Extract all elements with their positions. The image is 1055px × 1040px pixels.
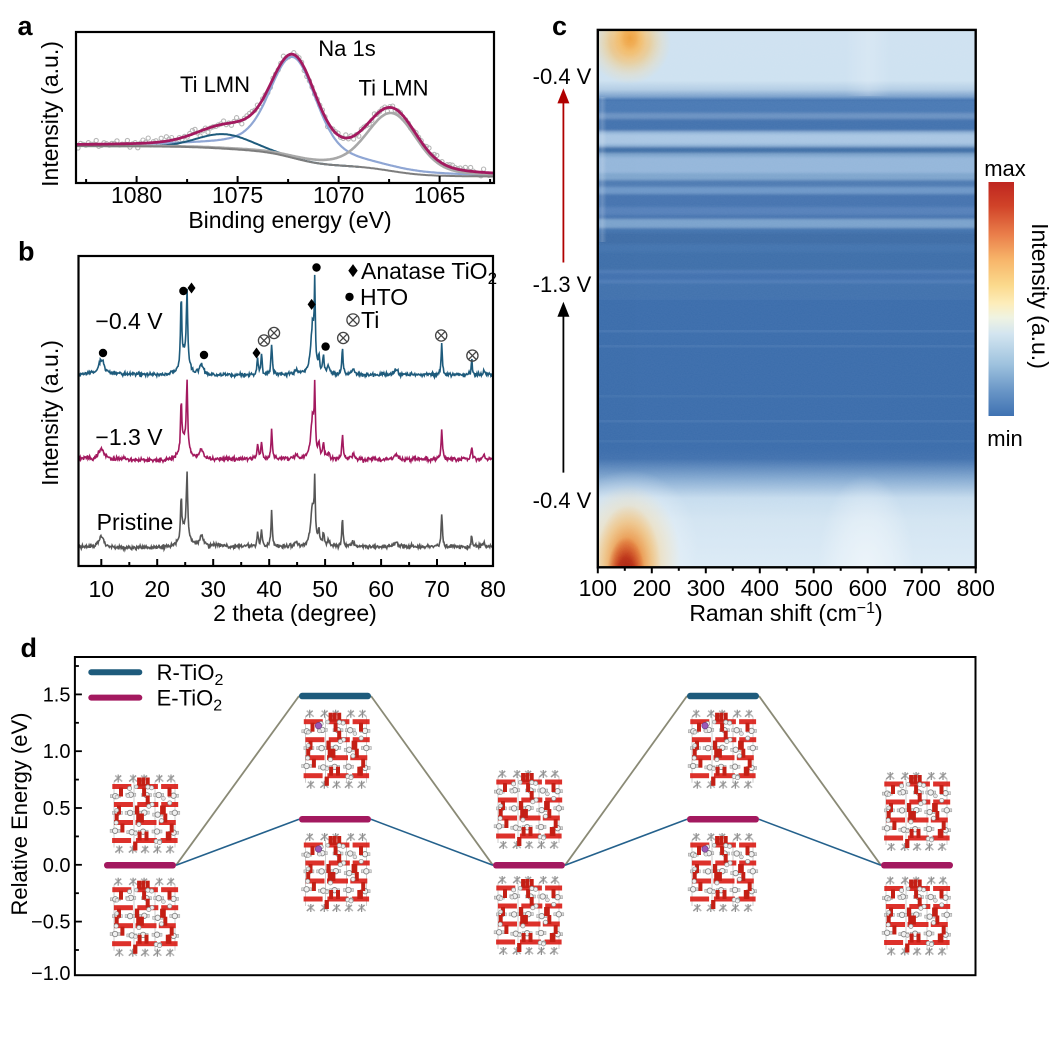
svg-text:400: 400: [741, 575, 779, 601]
svg-text:E-TiO2: E-TiO2: [157, 686, 223, 715]
svg-text:b: b: [18, 237, 35, 267]
svg-text:Ti LMN: Ti LMN: [180, 72, 250, 97]
svg-text:1.5: 1.5: [43, 684, 71, 706]
svg-text:700: 700: [903, 575, 941, 601]
svg-text:Pristine: Pristine: [97, 509, 174, 535]
svg-text:Relative Energy (eV): Relative Energy (eV): [7, 713, 32, 916]
svg-text:−1.3 V: −1.3 V: [95, 424, 163, 450]
svg-text:50: 50: [312, 576, 338, 602]
svg-text:1070: 1070: [313, 182, 364, 208]
svg-text:Raman shift (cm−1): Raman shift (cm−1): [689, 600, 882, 626]
svg-text:1.0: 1.0: [43, 741, 71, 763]
svg-text:−0.5: −0.5: [31, 912, 70, 934]
svg-text:80: 80: [480, 576, 506, 602]
svg-text:−1.0: −1.0: [31, 963, 70, 985]
svg-text:Intensity (a.u.): Intensity (a.u.): [37, 340, 63, 486]
svg-text:1080: 1080: [111, 182, 162, 208]
svg-text:40: 40: [256, 576, 282, 602]
svg-text:Ti LMN: Ti LMN: [358, 76, 428, 101]
svg-text:Na 1s: Na 1s: [318, 36, 375, 61]
svg-text:300: 300: [687, 575, 725, 601]
svg-text:800: 800: [957, 575, 995, 601]
svg-text:d: d: [21, 633, 38, 663]
svg-text:R-TiO2: R-TiO2: [157, 660, 224, 689]
svg-text:c: c: [552, 11, 567, 41]
svg-text:-1.3 V: -1.3 V: [533, 272, 592, 297]
svg-text:100: 100: [579, 575, 617, 601]
svg-text:0.5: 0.5: [43, 798, 71, 820]
svg-text:HTO: HTO: [360, 284, 408, 310]
svg-text:Binding energy (eV): Binding energy (eV): [188, 207, 391, 233]
svg-text:−0.4 V: −0.4 V: [95, 308, 163, 334]
svg-text:a: a: [18, 11, 34, 41]
svg-text:0.0: 0.0: [43, 855, 71, 877]
svg-text:200: 200: [633, 575, 671, 601]
svg-text:Intensity (a.u.): Intensity (a.u.): [1027, 223, 1053, 369]
svg-text:30: 30: [200, 576, 226, 602]
svg-text:10: 10: [89, 576, 115, 602]
svg-text:500: 500: [795, 575, 833, 601]
svg-text:Anatase TiO2: Anatase TiO2: [361, 258, 497, 288]
svg-text:Intensity (a.u.): Intensity (a.u.): [37, 41, 63, 187]
svg-text:max: max: [984, 156, 1026, 181]
svg-text:-0.4 V: -0.4 V: [533, 488, 592, 513]
svg-text:2 theta (degree): 2 theta (degree): [213, 600, 377, 626]
svg-text:min: min: [987, 426, 1022, 451]
svg-text:600: 600: [849, 575, 887, 601]
svg-text:70: 70: [424, 576, 450, 602]
svg-text:60: 60: [368, 576, 394, 602]
svg-text:20: 20: [144, 576, 170, 602]
svg-text:Ti: Ti: [361, 307, 379, 333]
svg-text:-0.4 V: -0.4 V: [533, 64, 592, 89]
svg-text:1065: 1065: [414, 182, 465, 208]
svg-text:1075: 1075: [212, 182, 263, 208]
